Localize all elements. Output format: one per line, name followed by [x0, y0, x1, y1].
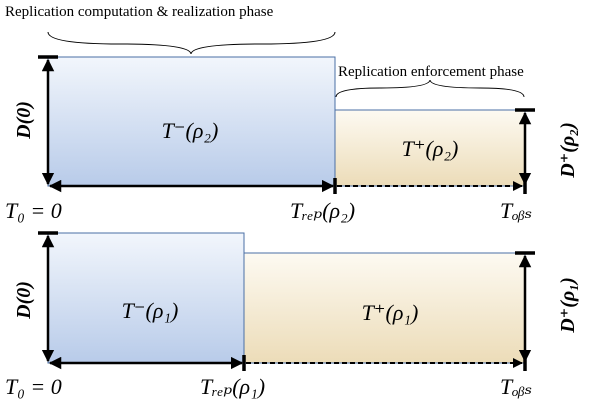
label: D⁺(ρ₁) — [557, 277, 579, 334]
label: Tᵣₑₚ(ρ₁) — [200, 374, 265, 399]
label: T⁺(ρ₁) — [362, 300, 419, 325]
t-plus-box — [334, 109, 526, 187]
label: Replication enforcement phase — [338, 64, 524, 80]
label: T⁺(ρ₂) — [402, 136, 459, 161]
label: T₀ = 0 — [5, 374, 62, 399]
brace — [47, 31, 336, 55]
label: T⁻(ρ₂) — [162, 118, 219, 143]
label: Tₒᵦₛ — [500, 198, 532, 223]
label: Tₒᵦₛ — [500, 374, 532, 399]
label: Tᵣₑₚ(ρ₂) — [290, 198, 355, 223]
t-minus-box — [47, 56, 336, 187]
label: T⁻(ρ₁) — [122, 298, 179, 323]
label: D⁺(ρ₂) — [557, 122, 579, 179]
label: Replication computation & realization ph… — [5, 4, 274, 20]
label: T₀ = 0 — [5, 198, 62, 223]
label: D(0) — [13, 281, 35, 320]
t-minus-box — [47, 232, 245, 364]
brace — [335, 79, 525, 98]
t-plus-box — [243, 252, 526, 364]
label: D(0) — [13, 101, 35, 140]
